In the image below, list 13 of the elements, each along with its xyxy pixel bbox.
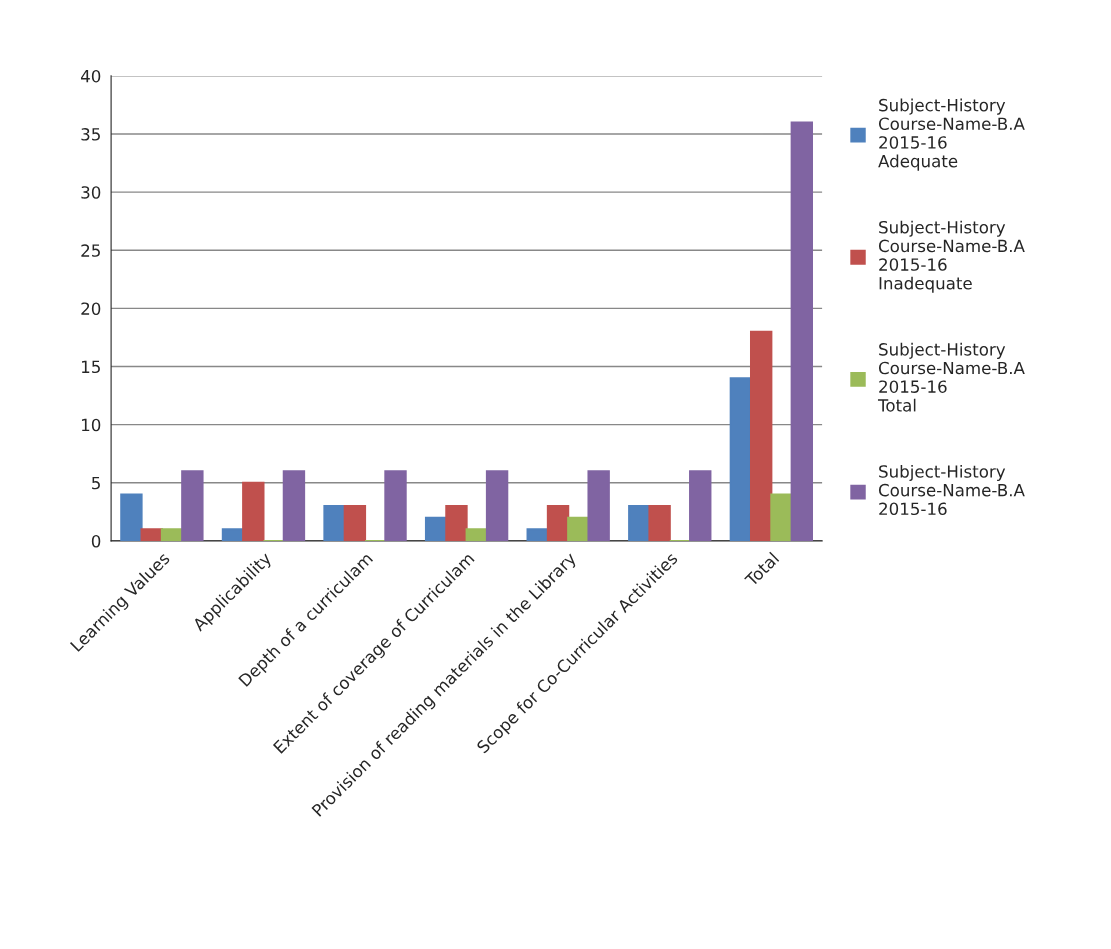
y-tick-label: 5 <box>92 476 100 490</box>
y-tick-label: 15 <box>82 360 100 374</box>
y-tick-label: 40 <box>80 69 101 83</box>
legend-label: Subject-History Course-Name-B.A 2015-16 Inadequate <box>878 220 1025 293</box>
y-tick-label: 0 <box>91 534 101 548</box>
y-tick-label: 30 <box>81 186 101 199</box>
y-tick-label: 25 <box>81 244 100 257</box>
legend-label: Subject-History Course-Name-B.A 2015-16 <box>878 464 1025 516</box>
y-tick-label: 10 <box>82 418 101 432</box>
y-tick-label: 35 <box>81 128 100 141</box>
legend-label: Subject-History Course-Name-B.A 2015-16 Adequate <box>878 98 1025 171</box>
y-tick-label: 20 <box>81 302 101 315</box>
legend-label: Subject-History Course-Name-B.A 2015-16 Total <box>877 342 1025 412</box>
